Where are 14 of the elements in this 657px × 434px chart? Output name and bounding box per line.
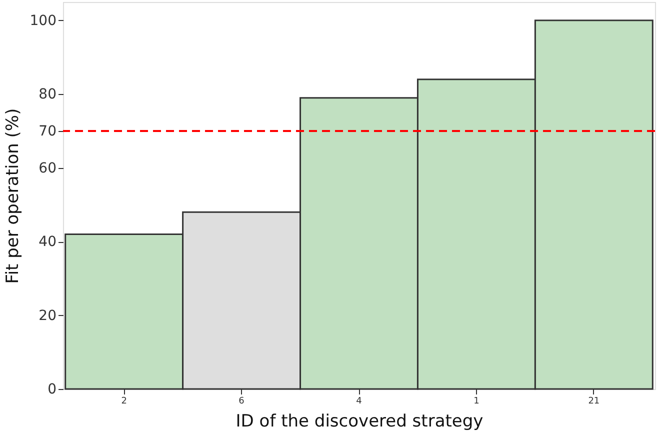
x-tick-label: 1 — [474, 396, 480, 406]
y-axis-title: Fit per operation (%) — [2, 108, 23, 284]
x-tick-label: 4 — [356, 396, 362, 406]
y-tick-label: 80 — [38, 86, 56, 103]
y-tick-label: 20 — [38, 308, 56, 324]
x-tick-label: 21 — [588, 396, 600, 406]
x-tick-label: 6 — [238, 396, 245, 406]
y-tick-label: 40 — [38, 234, 56, 250]
y-tick-label: 60 — [38, 160, 56, 176]
y-tick-label: 0 — [48, 382, 56, 398]
y-tick-label: 70 — [38, 124, 56, 140]
x-tick-label: 2 — [121, 396, 127, 406]
x-axis-title: ID of the discovered strategy — [236, 412, 484, 432]
y-tick-label: 100 — [30, 12, 56, 29]
